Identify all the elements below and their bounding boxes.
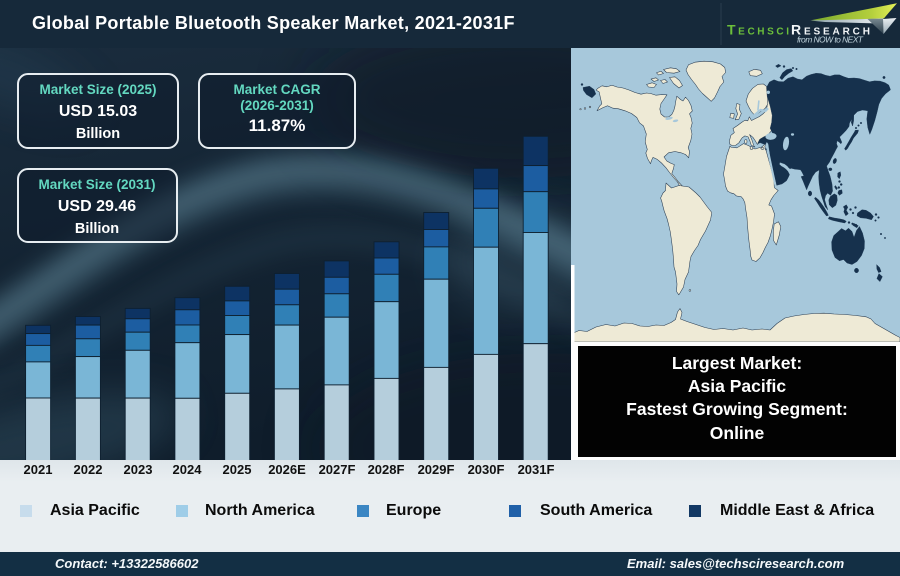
svg-text:Techsci: Techsci (727, 22, 789, 38)
svg-text:from NOW to NEXT: from NOW to NEXT (797, 35, 864, 45)
